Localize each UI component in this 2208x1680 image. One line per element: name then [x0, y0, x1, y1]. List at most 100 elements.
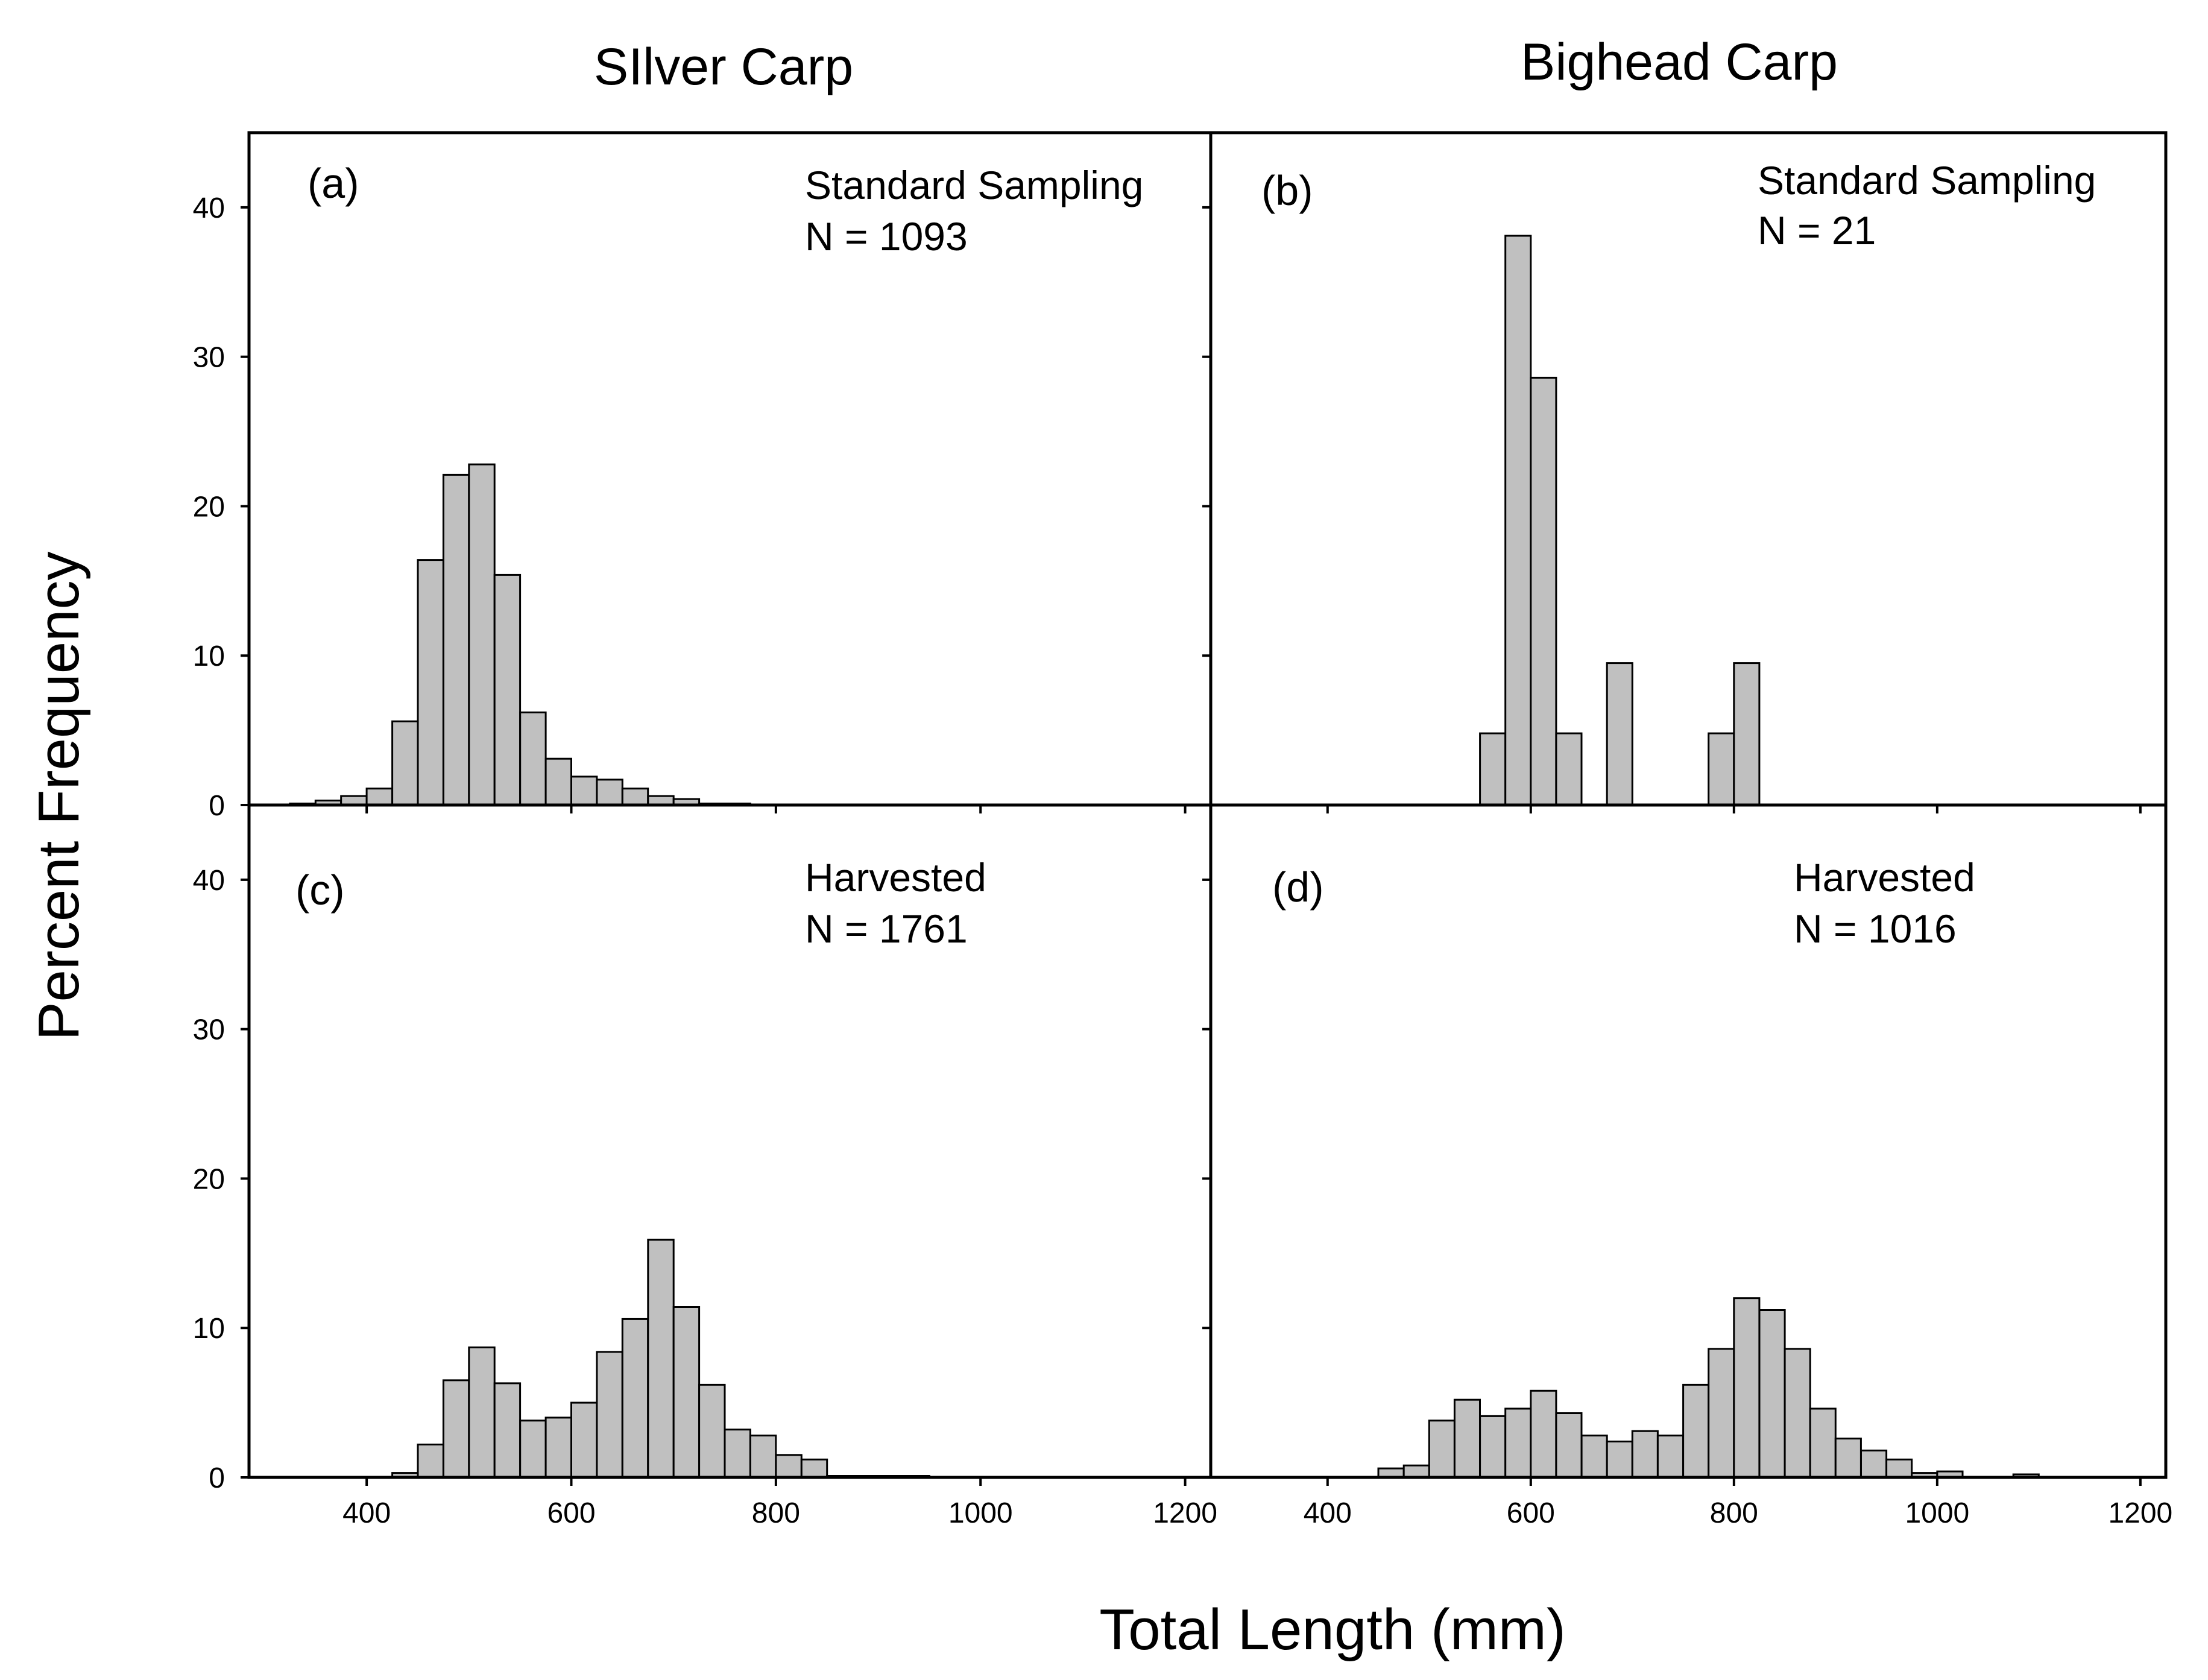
panel-c-annotation-line1: Harvested [805, 855, 986, 900]
panel-c-ytick-label-20: 20 [193, 1163, 225, 1195]
panel-d-xtick-label-600: 600 [1507, 1497, 1555, 1529]
panel-c-bar-775 [749, 1435, 777, 1479]
panel-c-xtick-label-800: 800 [752, 1497, 800, 1529]
panel-a-ytick-label-40: 40 [193, 192, 225, 224]
panel-b-annotation-line2: N = 21 [1758, 208, 1876, 253]
panel-b-bar-775 [1708, 732, 1735, 806]
panel-d-bar-925 [1860, 1449, 1888, 1479]
panel-b-bars [1479, 235, 1761, 806]
panel-d-bar-800 [1733, 1297, 1761, 1479]
panel-d-bar-600 [1530, 1389, 1557, 1479]
column-title-bighead-carp: Bighead Carp [1521, 33, 1838, 91]
panel-b-annotation-line1: Standard Sampling [1758, 158, 2096, 203]
panel-d-bar-875 [1809, 1407, 1837, 1479]
panel-b-bar-675 [1606, 662, 1633, 806]
panel-d-bar-500 [1428, 1419, 1456, 1479]
panel-c-bar-625 [596, 1351, 623, 1479]
panel-c-ticks: 0 10 20 30 40 400 600 800 1000 1200 [193, 865, 1217, 1529]
panel-d-bar-700 [1631, 1430, 1659, 1479]
panel-b-bar-550 [1479, 732, 1507, 806]
panel-a-bar-575 [544, 757, 572, 806]
panel-c-letter: (c) [295, 867, 345, 914]
panel-b: (b) Standard Sampling N = 21 [1202, 158, 2142, 813]
panel-a: 0 10 20 30 40 (a) Standard Sampling N = 1093 [193, 160, 1187, 822]
panel-a-bar-600 [570, 775, 598, 806]
y-axis-title: Percent Frequency [27, 551, 91, 1040]
panel-c-annotation-line2: N = 1761 [805, 906, 968, 951]
panel-d-annotation-line2: N = 1016 [1794, 906, 1957, 951]
panel-b-bar-625 [1555, 732, 1583, 806]
panel-a-bar-425 [391, 720, 419, 806]
panel-a-bar-550 [519, 711, 547, 806]
panel-c-bar-825 [800, 1458, 828, 1479]
panel-d-bars [1377, 1297, 2040, 1479]
x-axis-title: Total Length (mm) [1099, 1597, 1566, 1662]
panel-c-ytick-label-0: 0 [209, 1462, 225, 1494]
panel-a-bar-500 [468, 463, 496, 806]
panel-c-ytick-label-40: 40 [193, 865, 225, 897]
column-title-silver-carp: SIlver Carp [594, 38, 853, 96]
panel-c-bar-600 [570, 1401, 598, 1479]
panel-a-bar-450 [417, 559, 444, 806]
panel-d-bar-650 [1580, 1435, 1608, 1479]
panel-d-bar-525 [1453, 1398, 1481, 1479]
panel-c-bar-500 [468, 1346, 496, 1479]
panel-a-ticks: 0 10 20 30 40 [193, 192, 1187, 822]
panel-c-xtick-label-600: 600 [547, 1497, 595, 1529]
panel-d-annotation-line1: Harvested [1794, 855, 1975, 900]
panel-c-bar-725 [698, 1383, 726, 1479]
panel-d-letter: (d) [1272, 864, 1324, 911]
panel-d-xtick-label-400: 400 [1304, 1497, 1352, 1529]
panel-c: 0 10 20 30 40 400 600 800 1000 1200 (c) Harvested… [193, 855, 1217, 1529]
panel-d-xtick-label-800: 800 [1710, 1497, 1758, 1529]
panel-d-xtick-label-1200: 1200 [2108, 1497, 2172, 1529]
panel-c-xtick-label-400: 400 [342, 1497, 391, 1529]
panel-a-bar-475 [442, 473, 470, 806]
panel-a-ytick-label-10: 10 [193, 640, 225, 672]
panel-d-xtick-label-1000: 1000 [1905, 1497, 1969, 1529]
panel-d-bar-475 [1402, 1464, 1430, 1479]
panel-d-bar-725 [1656, 1435, 1684, 1479]
panel-a-bar-400 [365, 788, 393, 806]
panel-a-letter: (a) [308, 160, 359, 207]
panel-c-bar-800 [775, 1454, 803, 1479]
panel-c-ytick-label-10: 10 [193, 1313, 225, 1345]
panel-b-bar-575 [1504, 235, 1532, 806]
panel-a-bars [289, 463, 751, 806]
panel-d-bar-550 [1479, 1415, 1507, 1479]
panel-c-bar-650 [621, 1318, 649, 1479]
panel-d-ticks: 400 600 800 1000 1200 [1202, 878, 2172, 1529]
panel-a-ytick-label-0: 0 [209, 790, 225, 822]
panel-d-bar-750 [1682, 1383, 1710, 1479]
panel-c-bar-450 [417, 1444, 444, 1479]
panel-c-bars [391, 1239, 930, 1479]
panel-c-bar-675 [647, 1239, 675, 1479]
panel-c-bar-700 [672, 1306, 701, 1479]
panel-d-bar-575 [1504, 1407, 1532, 1479]
panel-d-bar-900 [1834, 1438, 1862, 1479]
panel-a-bar-650 [621, 788, 649, 806]
panel-c-ytick-label-30: 30 [193, 1014, 225, 1046]
panel-d: 400 600 800 1000 1200 (d) Harvested N = 1016 [1202, 855, 2172, 1529]
panel-c-xtick-label-1200: 1200 [1153, 1497, 1217, 1529]
panel-b-letter: (b) [1261, 167, 1313, 214]
panel-c-bar-525 [493, 1382, 522, 1479]
panel-a-ytick-label-20: 20 [193, 491, 225, 523]
panel-d-bar-825 [1758, 1309, 1786, 1479]
panel-d-bar-675 [1606, 1441, 1633, 1479]
panel-b-ticks [1202, 206, 2142, 813]
panel-a-annotation-line1: Standard Sampling [805, 163, 1143, 207]
panel-c-bar-550 [519, 1419, 547, 1479]
panel-d-bar-775 [1708, 1348, 1735, 1479]
panel-c-bar-475 [442, 1379, 470, 1479]
panel-a-annotation-line2: N = 1093 [805, 214, 968, 259]
panel-d-bar-625 [1555, 1412, 1583, 1479]
panel-a-bar-625 [596, 778, 623, 806]
panel-b-bar-600 [1530, 376, 1557, 806]
panel-c-xtick-label-1000: 1000 [948, 1497, 1013, 1529]
panel-b-bar-800 [1733, 662, 1761, 806]
panel-c-bar-750 [724, 1429, 751, 1479]
panel-c-bar-575 [544, 1416, 572, 1479]
panel-a-ytick-label-30: 30 [193, 342, 225, 374]
